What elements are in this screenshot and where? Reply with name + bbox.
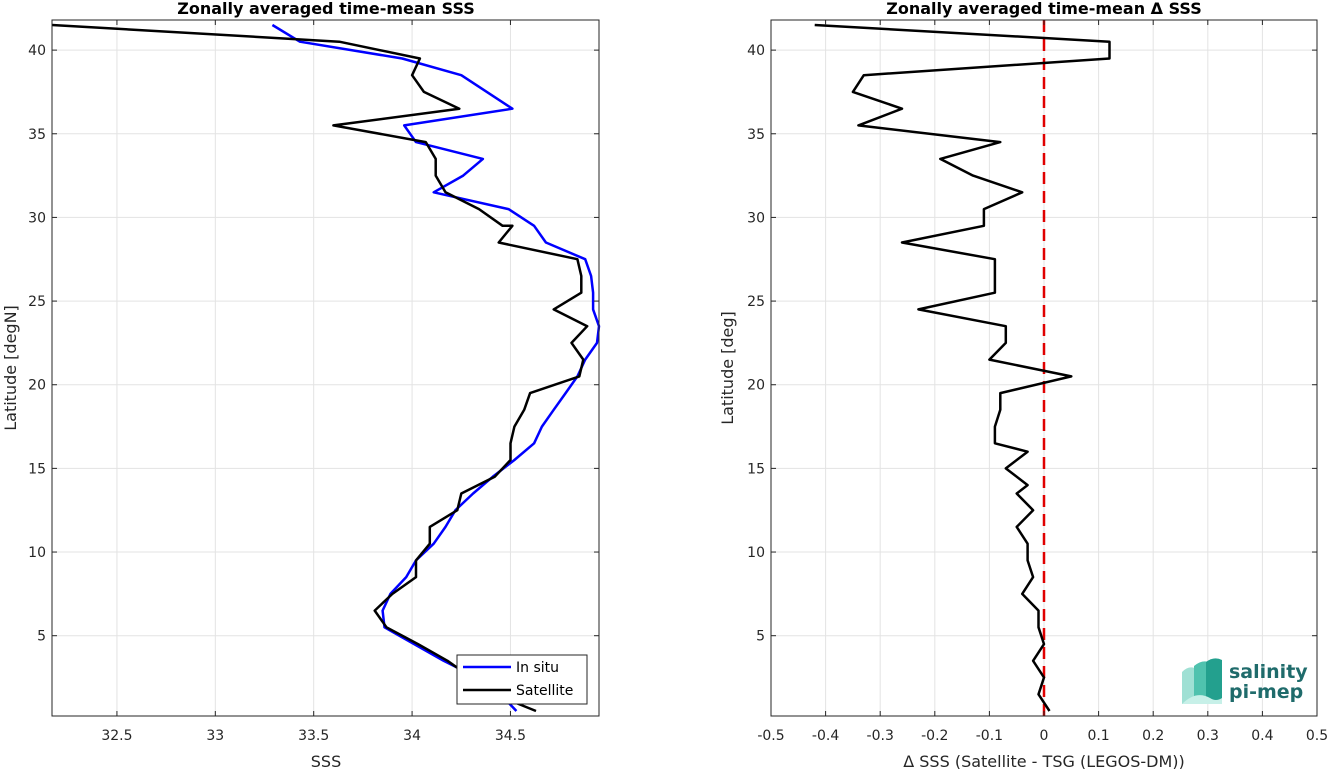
x-tick-label: 0.1 — [1087, 728, 1109, 744]
x-tick-label: 0.3 — [1197, 728, 1219, 744]
x-tick-label: -0.4 — [812, 728, 839, 744]
left-gridlines — [52, 20, 599, 716]
y-tick-label: 25 — [28, 294, 46, 310]
left-plot-frame — [51, 19, 600, 717]
y-tick-label: 10 — [28, 545, 46, 561]
x-tick-label: 0.4 — [1251, 728, 1273, 744]
y-tick-label: 20 — [747, 378, 765, 394]
legend: In situ Satellite — [456, 654, 588, 705]
y-tick-label: 35 — [28, 127, 46, 143]
y-tick-label: 15 — [747, 461, 765, 477]
x-tick-label: -0.1 — [976, 728, 1003, 744]
series-line-delta-sss — [814, 23, 1111, 712]
logo-line-2: pi-mep — [1229, 681, 1303, 703]
logo-wave-icon — [1182, 658, 1222, 704]
x-tick-label: 33 — [206, 728, 224, 744]
salinity-pi-mep-logo: salinity pi-mep — [1182, 658, 1308, 704]
y-tick-label: 40 — [747, 43, 765, 59]
x-tick-label: 34.5 — [495, 728, 526, 744]
y-tick-label: 30 — [747, 210, 765, 226]
right-plot: -0.5 -0.4 -0.3 -0.2 -0.1 0 0.1 0.2 0.3 0.4 0.5 5 10 1… — [718, 0, 1328, 771]
x-tick-label: -0.2 — [921, 728, 948, 744]
legend-label-satellite: Satellite — [516, 683, 573, 699]
series-line-satellite — [51, 23, 589, 713]
left-plot: 32.5 33 33.5 34 34.5 5 10 15 20 25 30 35 40 Zonally … — [1, 0, 601, 771]
y-tick-label: 20 — [28, 378, 46, 394]
legend-box — [456, 654, 588, 705]
x-tick-label: -0.5 — [757, 728, 784, 744]
y-tick-label: 5 — [756, 629, 765, 645]
y-tick-label: 5 — [37, 629, 46, 645]
left-chart-title: Zonally averaged time-mean SSS — [177, 0, 475, 18]
logo-line-1: salinity — [1229, 661, 1308, 683]
right-tick-labels: -0.5 -0.4 -0.3 -0.2 -0.1 0 0.1 0.2 0.3 0.4 0.5 5 10 1… — [747, 20, 1328, 744]
right-series-lines — [814, 23, 1111, 712]
legend-label-in-situ: In situ — [516, 660, 559, 676]
y-tick-label: 35 — [747, 127, 765, 143]
y-tick-label: 10 — [747, 545, 765, 561]
y-tick-label: 25 — [747, 294, 765, 310]
left-tick-labels: 32.5 33 33.5 34 34.5 5 10 15 20 25 30 35 40 — [28, 20, 599, 744]
y-tick-label: 40 — [28, 43, 46, 59]
y-tick-label: 15 — [28, 461, 46, 477]
x-tick-label: 0 — [1040, 728, 1049, 744]
x-tick-label: 33.5 — [298, 728, 329, 744]
right-x-axis-label: Δ SSS (Satellite - TSG (LEGOS-DM)) — [903, 752, 1185, 769]
x-tick-label: 34 — [403, 728, 421, 744]
x-tick-label: 0.2 — [1142, 728, 1164, 744]
x-tick-label: 32.5 — [101, 728, 132, 744]
right-chart-title: Zonally averaged time-mean Δ SSS — [886, 0, 1202, 18]
y-tick-label: 30 — [28, 210, 46, 226]
right-y-axis-label: Latitude [deg] — [718, 311, 737, 425]
left-y-axis-label: Latitude [degN] — [1, 305, 20, 431]
x-tick-label: -0.3 — [867, 728, 894, 744]
left-plot-area — [52, 20, 599, 716]
left-x-axis-label: SSS — [311, 752, 341, 769]
left-series-lines — [51, 23, 601, 713]
x-tick-label: 0.5 — [1306, 728, 1328, 744]
